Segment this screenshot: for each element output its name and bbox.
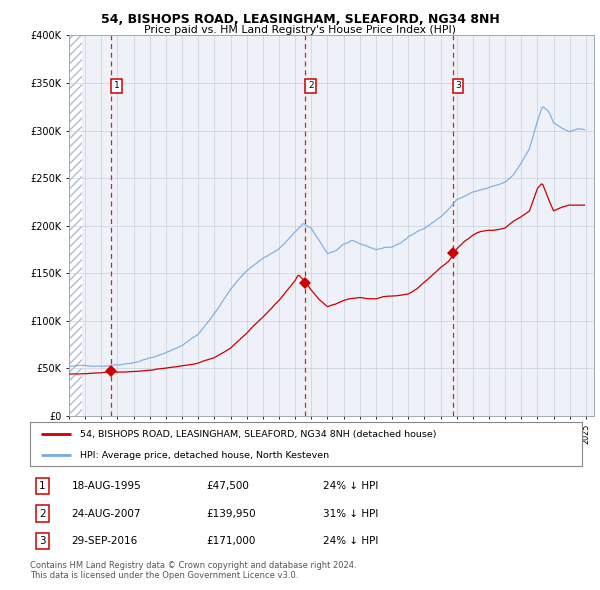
Text: 31% ↓ HPI: 31% ↓ HPI (323, 509, 378, 519)
Text: 1: 1 (114, 81, 119, 90)
Bar (69, 35, 82, 416)
Text: HPI: Average price, detached house, North Kesteven: HPI: Average price, detached house, Nort… (80, 451, 329, 460)
Text: Contains HM Land Registry data © Crown copyright and database right 2024.: Contains HM Land Registry data © Crown c… (30, 560, 356, 569)
Text: £47,500: £47,500 (206, 481, 250, 491)
Text: 24-AUG-2007: 24-AUG-2007 (71, 509, 141, 519)
Text: 24% ↓ HPI: 24% ↓ HPI (323, 536, 378, 546)
Text: 18-AUG-1995: 18-AUG-1995 (71, 481, 141, 491)
Text: Price paid vs. HM Land Registry's House Price Index (HPI): Price paid vs. HM Land Registry's House … (144, 25, 456, 35)
Text: 24% ↓ HPI: 24% ↓ HPI (323, 481, 378, 491)
Text: 29-SEP-2016: 29-SEP-2016 (71, 536, 137, 546)
Bar (69, 35, 82, 416)
Text: This data is licensed under the Open Government Licence v3.0.: This data is licensed under the Open Gov… (30, 571, 298, 579)
Text: £139,950: £139,950 (206, 509, 256, 519)
Text: 2: 2 (39, 509, 46, 519)
Text: 3: 3 (39, 536, 46, 546)
Text: £171,000: £171,000 (206, 536, 256, 546)
Text: 2: 2 (308, 81, 314, 90)
Text: 1: 1 (39, 481, 46, 491)
Text: 54, BISHOPS ROAD, LEASINGHAM, SLEAFORD, NG34 8NH: 54, BISHOPS ROAD, LEASINGHAM, SLEAFORD, … (101, 13, 499, 26)
Text: 3: 3 (455, 81, 461, 90)
Text: 54, BISHOPS ROAD, LEASINGHAM, SLEAFORD, NG34 8NH (detached house): 54, BISHOPS ROAD, LEASINGHAM, SLEAFORD, … (80, 430, 436, 439)
